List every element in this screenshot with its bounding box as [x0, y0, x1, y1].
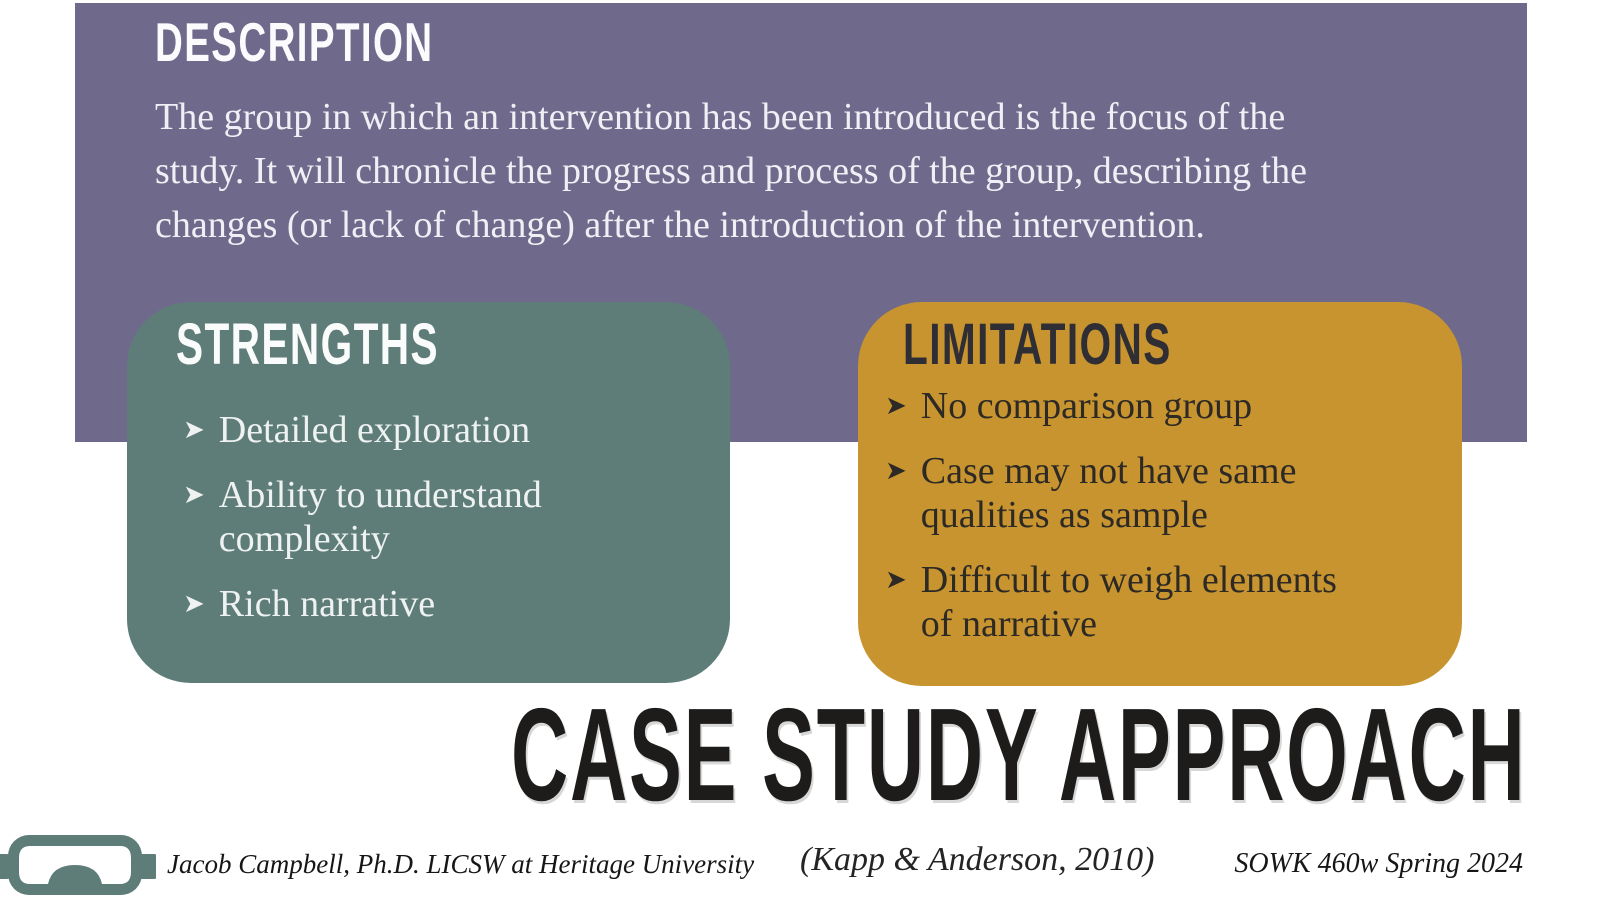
bullet-arrow-icon: ➤	[885, 565, 907, 595]
footer-citation: (Kapp & Anderson, 2010)	[800, 841, 1155, 878]
limitations-item-text: No comparison group	[920, 385, 1253, 427]
strengths-title: STRENGTHS	[176, 312, 552, 378]
description-body-line: study. It will chronicle the progress an…	[155, 150, 1308, 192]
page-title: CASE STUDY APPROACH	[0, 689, 1527, 822]
strengths-list: ➤ Detailed exploration ➤ Ability to unde…	[183, 408, 603, 647]
list-item: ➤ Ability to understand complexity	[183, 473, 603, 561]
footer-author: Jacob Campbell, Ph.D. LICSW at Heritage …	[167, 849, 755, 879]
limitations-title: LIMITATIONS	[903, 312, 1287, 378]
description-title: DESCRIPTION	[155, 6, 553, 79]
list-item: ➤ Detailed exploration	[183, 408, 603, 452]
description-body-line: The group in which an intervention has b…	[155, 96, 1286, 138]
bullet-arrow-icon: ➤	[885, 456, 907, 486]
goggles-icon	[0, 835, 156, 895]
description-body-line: changes (or lack of change) after the in…	[155, 204, 1205, 246]
strengths-card	[127, 302, 730, 683]
strengths-item-text: Ability to understand complexity	[218, 474, 542, 560]
bullet-arrow-icon: ➤	[183, 480, 205, 510]
page-title-text: CASE STUDY APPROACH	[511, 681, 1527, 828]
description-body: The group in which an intervention has b…	[155, 90, 1435, 252]
description-title-text: DESCRIPTION	[155, 11, 434, 73]
list-item: ➤ No comparison group	[885, 384, 1355, 428]
limitations-item-text: Case may not have same qualities as samp…	[920, 450, 1297, 536]
bullet-arrow-icon: ➤	[183, 589, 205, 619]
footer-course: SOWK 460w Spring 2024	[1234, 848, 1523, 879]
limitations-item-text: Difficult to weigh elements of narrative	[920, 559, 1337, 645]
strengths-title-text: STRENGTHS	[176, 312, 439, 377]
list-item: ➤ Case may not have same qualities as sa…	[885, 449, 1355, 537]
limitations-list: ➤ No comparison group ➤ Case may not hav…	[885, 384, 1355, 667]
strengths-item-text: Rich narrative	[218, 583, 436, 625]
limitations-card	[858, 302, 1462, 686]
list-item: ➤ Difficult to weigh elements of narrati…	[885, 558, 1355, 646]
list-item: ➤ Rich narrative	[183, 582, 603, 626]
strengths-item-text: Detailed exploration	[218, 409, 531, 451]
bullet-arrow-icon: ➤	[885, 391, 907, 421]
limitations-title-text: LIMITATIONS	[903, 312, 1172, 377]
bullet-arrow-icon: ➤	[183, 415, 205, 445]
